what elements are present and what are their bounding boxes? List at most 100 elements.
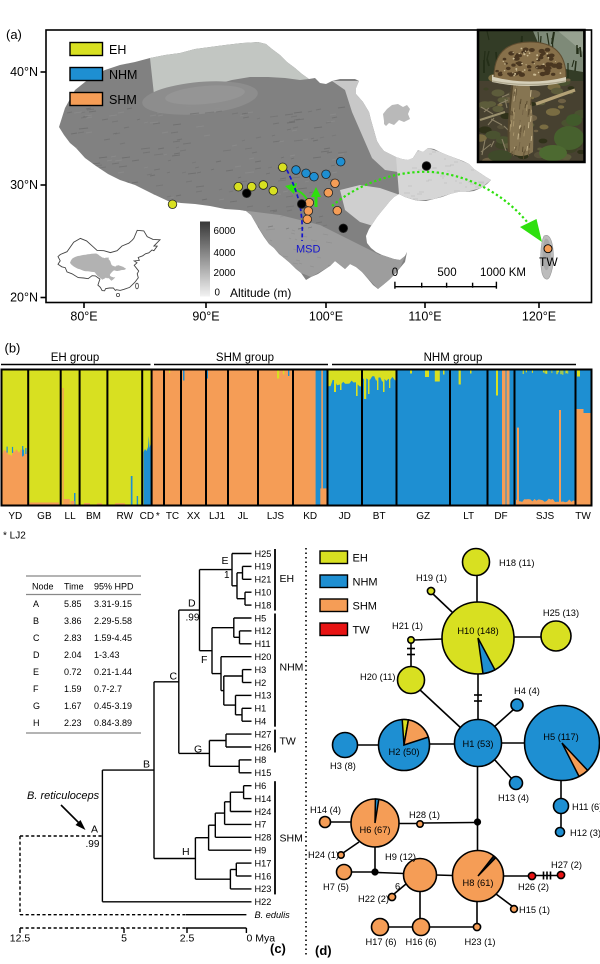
svg-text:E: E	[222, 555, 229, 567]
svg-text:C: C	[33, 633, 40, 643]
svg-text:H12 (3): H12 (3)	[570, 828, 600, 838]
svg-text:H6 (67): H6 (67)	[359, 825, 390, 835]
svg-text:1000 KM: 1000 KM	[480, 267, 526, 279]
svg-text:H24 (1): H24 (1)	[308, 850, 339, 860]
svg-text:.99: .99	[86, 839, 100, 850]
svg-text:90°E: 90°E	[192, 310, 219, 324]
svg-text:TW: TW	[353, 625, 371, 637]
svg-text:H21 (1): H21 (1)	[392, 621, 423, 631]
svg-text:CD: CD	[140, 511, 154, 522]
svg-text:40°N: 40°N	[10, 65, 38, 79]
svg-text:(b): (b)	[5, 341, 21, 356]
svg-text:H22 (2): H22 (2)	[358, 894, 389, 904]
svg-text:1-3.43: 1-3.43	[94, 650, 120, 660]
svg-text:DF: DF	[494, 511, 507, 522]
svg-text:H: H	[182, 846, 190, 858]
svg-text:30°N: 30°N	[10, 178, 38, 192]
svg-text:H19 (1): H19 (1)	[416, 573, 447, 583]
svg-text:B: B	[33, 616, 39, 626]
svg-text:H16 (6): H16 (6)	[405, 937, 436, 947]
svg-text:D: D	[33, 650, 40, 660]
svg-text:0 Mya: 0 Mya	[247, 933, 276, 945]
svg-text:H14: H14	[255, 794, 272, 804]
svg-text:JD: JD	[339, 511, 351, 522]
svg-text:6000: 6000	[214, 226, 236, 237]
svg-text:H20 (11): H20 (11)	[360, 672, 395, 682]
svg-text:3.31-9.15: 3.31-9.15	[94, 599, 132, 609]
svg-text:H17: H17	[255, 858, 272, 868]
svg-text:H5: H5	[255, 613, 267, 623]
svg-text:H1: H1	[255, 704, 267, 714]
svg-text:0: 0	[215, 288, 221, 299]
svg-text:.99: .99	[186, 613, 200, 624]
svg-text:G: G	[194, 744, 202, 756]
svg-text:H5 (117): H5 (117)	[543, 732, 578, 742]
svg-text:H8: H8	[255, 755, 267, 765]
svg-text:1.59-4.45: 1.59-4.45	[94, 633, 132, 643]
svg-text:LT: LT	[463, 511, 474, 522]
svg-text:H15: H15	[255, 768, 272, 778]
svg-text:H9 (12): H9 (12)	[385, 852, 416, 862]
svg-text:H21: H21	[255, 575, 272, 585]
svg-text:EH: EH	[109, 43, 126, 57]
svg-text:EH: EH	[353, 553, 368, 565]
svg-text:H14 (4): H14 (4)	[310, 805, 341, 815]
svg-text:H13: H13	[255, 691, 272, 701]
svg-text:LJS: LJS	[267, 511, 285, 522]
svg-text:H15 (1): H15 (1)	[519, 905, 550, 915]
svg-text:H27 (2): H27 (2)	[551, 860, 582, 870]
svg-text:H3 (8): H3 (8)	[330, 761, 356, 771]
svg-text:*: *	[156, 511, 160, 522]
svg-text:2.23: 2.23	[64, 718, 82, 728]
svg-text:H2: H2	[255, 678, 267, 688]
svg-text:2000: 2000	[214, 268, 236, 279]
svg-text:E: E	[33, 667, 39, 677]
svg-text:B. reticuloceps: B. reticuloceps	[27, 790, 100, 802]
svg-text:H2 (50): H2 (50)	[388, 747, 419, 757]
svg-text:H22: H22	[255, 897, 272, 907]
svg-text:H8 (61): H8 (61)	[462, 878, 493, 888]
svg-text:120°E: 120°E	[522, 310, 556, 324]
svg-text:TW: TW	[539, 255, 558, 269]
svg-text:H4 (4): H4 (4)	[514, 686, 540, 696]
svg-text:95% HPD: 95% HPD	[94, 582, 134, 592]
svg-text:Node: Node	[32, 582, 54, 592]
svg-text:0.84-3.89: 0.84-3.89	[94, 718, 132, 728]
svg-text:H4: H4	[255, 717, 267, 727]
svg-text:H12: H12	[255, 626, 272, 636]
svg-text:H17 (6): H17 (6)	[365, 937, 396, 947]
svg-text:2.5: 2.5	[180, 933, 195, 945]
svg-text:D: D	[188, 598, 196, 610]
svg-text:H18: H18	[255, 600, 272, 610]
svg-text:Time: Time	[64, 582, 84, 592]
svg-text:H9: H9	[255, 846, 267, 856]
svg-text:12.5: 12.5	[10, 933, 31, 945]
svg-text:H24: H24	[255, 807, 272, 817]
svg-text:H10: H10	[255, 588, 272, 598]
svg-text:SHM group: SHM group	[216, 352, 274, 364]
svg-text:H28 (1): H28 (1)	[409, 810, 440, 820]
svg-text:80°E: 80°E	[70, 310, 97, 324]
svg-text:1: 1	[224, 570, 230, 581]
svg-text:SHM: SHM	[280, 833, 303, 845]
svg-text:Altitude (m): Altitude (m)	[230, 286, 291, 300]
svg-text:JL: JL	[238, 511, 249, 522]
svg-text:20°N: 20°N	[10, 291, 38, 305]
svg-text:2.83: 2.83	[64, 633, 82, 643]
svg-text:H28: H28	[255, 833, 272, 843]
svg-text:H10 (148): H10 (148)	[457, 626, 498, 636]
svg-text:XX: XX	[187, 511, 201, 522]
svg-text:NHM: NHM	[353, 577, 378, 589]
svg-text:TW: TW	[575, 511, 591, 522]
svg-text:H26: H26	[255, 742, 272, 752]
svg-text:NHM group: NHM group	[424, 352, 483, 364]
svg-text:H20: H20	[255, 652, 272, 662]
svg-text:TW: TW	[280, 736, 296, 748]
svg-text:H6: H6	[255, 781, 267, 791]
svg-text:5.85: 5.85	[64, 599, 82, 609]
svg-text:GB: GB	[37, 511, 52, 522]
svg-text:1.67: 1.67	[64, 701, 82, 711]
svg-text:2.04: 2.04	[64, 650, 82, 660]
svg-text:SJS: SJS	[536, 511, 555, 522]
svg-text:EH: EH	[280, 573, 295, 585]
